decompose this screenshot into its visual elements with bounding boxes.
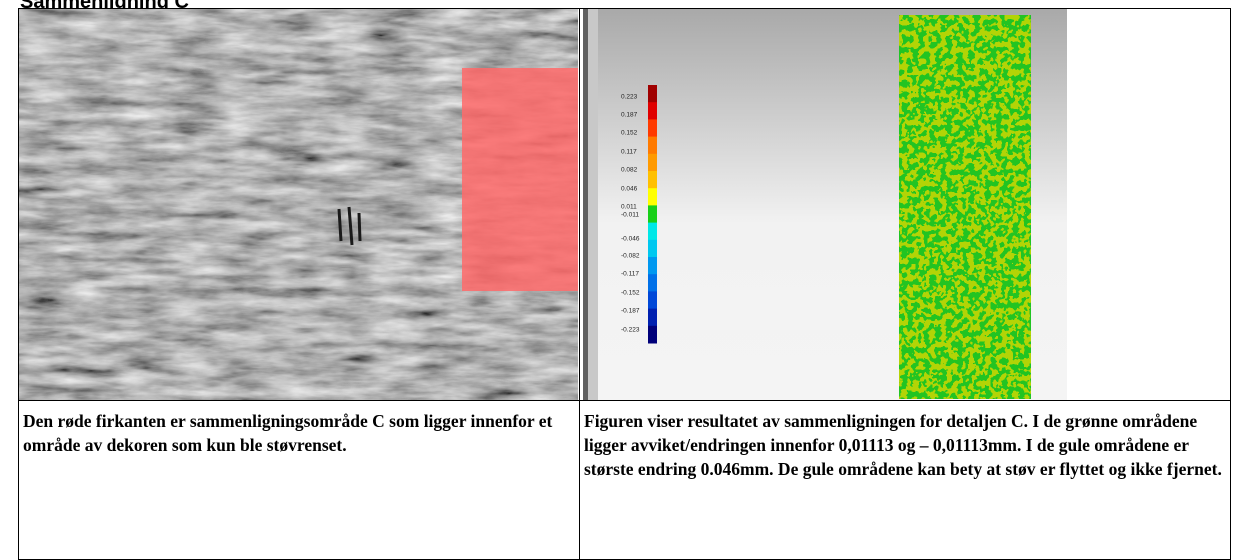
colorbar-label: 0.223 xyxy=(621,94,638,101)
colorbar-segment xyxy=(648,291,657,310)
region-c xyxy=(462,68,578,291)
colorbar-label: 0.152 xyxy=(621,130,638,137)
marks xyxy=(337,206,362,246)
colorbar-label: -0.011 xyxy=(621,212,639,219)
caption-row: Den røde firkanten er sammenligningsområ… xyxy=(18,400,1231,560)
colorbar-label: -0.152 xyxy=(621,290,640,297)
colorbar-label: -0.046 xyxy=(621,236,640,243)
colorbar-segment xyxy=(648,222,657,241)
colorbar-label: -0.187 xyxy=(621,308,640,315)
caption: Den røde firkanten er sammenligningsområ… xyxy=(18,400,580,560)
colorbar-label: 0.046 xyxy=(621,186,638,193)
colorbar-label: -0.117 xyxy=(621,271,639,278)
colorbar-segment xyxy=(648,205,657,224)
viewer-edge xyxy=(583,9,588,400)
caption: Figuren viser resultatet av sammenlignin… xyxy=(579,400,1231,560)
image-cell xyxy=(18,8,580,401)
colorbar-label: -0.223 xyxy=(621,327,640,334)
colorbar-segment xyxy=(648,257,657,275)
colorbar-segment xyxy=(648,153,657,172)
comparison-table: 0.223 0.187 0.152 0.117 0.082 0.046 0.011 -0.01… xyxy=(18,8,1231,560)
colorbar-label: 0.187 xyxy=(621,112,638,119)
deviation-speckle xyxy=(899,15,1031,399)
colorbar-label: 0.011 xyxy=(621,204,637,211)
colorbar: 0.223 0.187 0.152 0.117 0.082 0.046 0.011-0.01… xyxy=(621,85,657,344)
colorbar-segment xyxy=(648,171,657,189)
colorbar-segment xyxy=(648,274,657,292)
colorbar-segment xyxy=(648,188,657,206)
surface-image xyxy=(19,9,578,400)
image-cell: 0.223 0.187 0.152 0.117 0.082 0.046 0.011 -0.01… xyxy=(579,8,1231,401)
colorbar-segment xyxy=(648,102,657,120)
colorbar-label: 0.082 xyxy=(621,167,638,174)
deviation-image: 0.223 0.187 0.152 0.117 0.082 0.046 0.011-0.01… xyxy=(583,9,1067,400)
colorbar-segment xyxy=(648,136,657,155)
colorbar-segment xyxy=(648,85,657,103)
colorbar-label: -0.082 xyxy=(621,253,640,260)
colorbar-segment xyxy=(648,308,657,327)
viewer-edge xyxy=(588,9,598,400)
image-row: 0.223 0.187 0.152 0.117 0.082 0.046 0.011 -0.01… xyxy=(18,8,1231,401)
page: {"header": {"title": "Sammenligning C"},… xyxy=(18,0,1231,560)
colorbar-segment xyxy=(648,119,657,138)
colorbar-segment xyxy=(648,325,657,344)
colorbar-label: 0.117 xyxy=(621,149,637,156)
colorbar-segment xyxy=(648,239,657,258)
